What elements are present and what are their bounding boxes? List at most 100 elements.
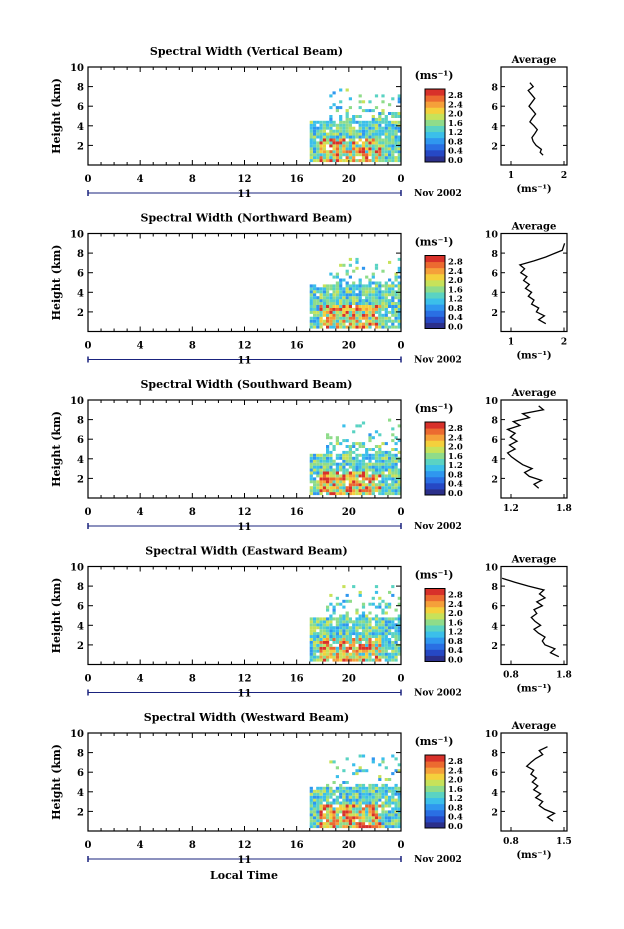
heatmap-cell [381,492,385,496]
heatmap-cell [329,489,333,493]
heatmap-cell [391,652,395,656]
heatmap-cell [378,459,382,463]
heatmap-cell [394,448,398,451]
heatmap-cell [342,819,346,823]
heatmap-cell [319,813,323,817]
heatmap-cell [345,296,349,300]
heatmap-cell [348,123,352,127]
heatmap-cell [339,643,343,647]
heatmap-cell [352,620,356,624]
heatmap-cell [371,144,375,148]
heatmap-cell [309,632,313,636]
heatmap-cell [316,658,320,662]
heatmap-cell [339,319,343,323]
heatmap-cell [329,293,333,297]
heatmap-cell [345,316,349,320]
heatmap-cell [368,492,372,496]
heatmap-cell [309,786,313,790]
heatmap-cell [326,153,330,157]
heatmap-cell [388,305,392,308]
heatmap-cell [378,465,382,469]
heatmap-cell [329,117,333,121]
heatmap-cell [342,159,346,163]
heatmap-cell [397,126,401,130]
colorbar-segment [425,261,445,269]
heatmap-cell [329,106,333,110]
heatmap-cell [361,453,366,457]
heatmap-cell [352,269,356,273]
heatmap-cell [339,147,343,151]
heatmap-cell [388,103,392,107]
heatmap-cell [348,798,352,802]
heatmap-cell [348,471,352,475]
heatmap-cell [365,816,369,820]
heatmap-cell [365,658,369,662]
heatmap-cell [391,97,395,101]
colorbar-tick-label: 0.8 [448,803,463,813]
heatmap-cell [374,319,379,323]
heatmap-cell [326,284,330,288]
heatmap-cell [384,804,388,808]
heatmap-cell [332,445,336,448]
heatmap-cell [358,646,362,650]
heatmap-cell [378,804,382,808]
heatmap-cell [368,786,372,790]
heatmap-cell [388,471,392,475]
heatmap-cell [342,801,346,805]
date-label: Nov 2002 [414,689,462,699]
heatmap-cell [368,477,372,481]
heatmap-cell [361,123,366,127]
heatmap-cell [394,757,398,761]
heatmap-cell [355,608,359,612]
heatmap-cell [326,652,330,656]
heatmap-cell [394,655,398,659]
heatmap-cell [342,629,346,633]
colorbar-segment [425,797,445,805]
heatmap-cell [352,655,356,659]
heatmap-cell [381,100,385,104]
heatmap-cell [352,135,356,139]
heatmap-cell [365,135,369,139]
heatmap-cell [355,453,359,457]
heatmap-cell [355,635,359,638]
heatmap-cell [368,433,372,437]
heatmap-cell [339,442,343,446]
heatmap-cell [329,462,333,466]
heatmap-cell [378,123,382,127]
heatmap-cell [313,655,317,659]
heatmap-cell [335,275,339,279]
heatmap-cell [322,813,326,817]
colorbar-segment [425,255,445,263]
heatmap-cell [388,646,392,650]
heatmap-cell [361,147,366,151]
heatmap-cell [397,138,401,142]
heatmap-cell [345,635,349,638]
heatmap-cell [348,141,352,145]
heatmap-cell [368,792,372,796]
heatmap-cell [365,120,369,124]
heatmap-cell [319,296,323,300]
heatmap-cell [355,313,359,317]
heatmap-cell [348,97,352,101]
heatmap-cell [322,655,326,659]
heatmap-cell [348,287,352,291]
heatmap-cell [397,459,401,463]
heatmap-cell [342,450,346,454]
heatmap-cell [316,483,320,487]
heatmap-cell [352,795,356,799]
heatmap-cell [371,477,375,481]
heatmap-cell [322,293,326,297]
heatmap-cell [309,623,313,627]
heatmap-cell [316,135,320,139]
heatmap-cell [309,144,313,148]
heatmap-cell [361,471,366,475]
colorbar-segment [425,446,445,453]
heatmap-cell [339,489,343,493]
heatmap-cell [322,477,326,481]
heatmap-cell [361,638,366,641]
heatmap-cell [355,132,359,136]
heatmap-cell [391,433,395,437]
heatmap-cell [391,141,395,145]
heatmap-cell [388,132,392,136]
average-y-tick-label: 6 [491,269,498,280]
